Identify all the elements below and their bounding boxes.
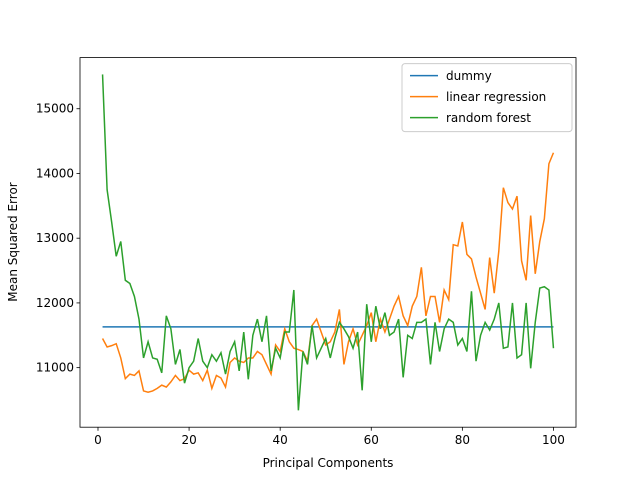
x-tick-label: 0 (94, 433, 102, 447)
x-axis-label: Principal Components (263, 456, 394, 470)
legend-label: linear regression (446, 90, 546, 104)
legend-box (401, 63, 573, 133)
legend-label: random forest (446, 111, 531, 125)
line-series (101, 74, 555, 411)
y-tick-label: 13000 (36, 231, 74, 245)
axes-frame (79, 57, 577, 428)
x-tick-label: 80 (455, 433, 470, 447)
y-tick-label: 14000 (36, 166, 74, 180)
line-series (101, 152, 555, 394)
y-axis-label: Mean Squared Error (6, 182, 20, 302)
legend-label: dummy (446, 69, 492, 83)
x-tick-label: 20 (181, 433, 196, 447)
x-tick-label: 100 (542, 433, 565, 447)
y-tick-label: 15000 (36, 102, 74, 116)
y-tick-label: 11000 (36, 361, 74, 375)
y-tick-label: 12000 (36, 296, 74, 310)
x-tick-label: 60 (364, 433, 379, 447)
x-tick-label: 40 (273, 433, 288, 447)
